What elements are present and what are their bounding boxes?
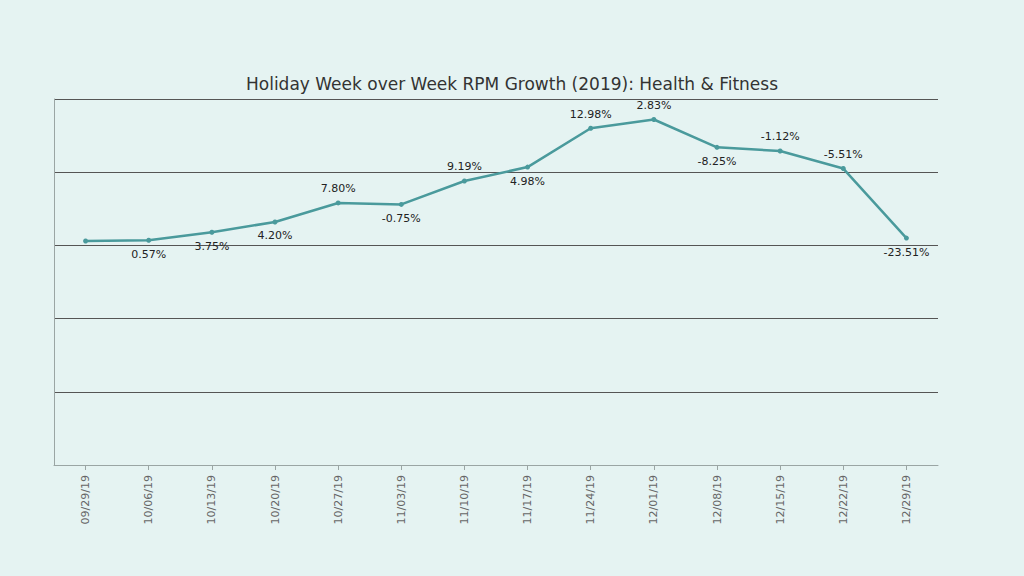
svg-text:4.98%: 4.98% [510, 175, 545, 188]
svg-text:12/01/19: 12/01/19 [647, 475, 660, 524]
svg-text:10/13/19: 10/13/19 [205, 475, 218, 524]
svg-text:-0.75%: -0.75% [382, 212, 421, 225]
svg-text:3.75%: 3.75% [194, 240, 229, 253]
svg-text:11/17/19: 11/17/19 [521, 475, 534, 524]
svg-text:12/29/19: 12/29/19 [900, 475, 913, 524]
svg-text:10/06/19: 10/06/19 [142, 475, 155, 524]
svg-text:11/10/19: 11/10/19 [458, 475, 471, 524]
svg-text:09/29/19: 09/29/19 [79, 475, 92, 524]
svg-text:12/22/19: 12/22/19 [837, 475, 850, 524]
svg-text:12/15/19: 12/15/19 [774, 475, 787, 524]
svg-text:-8.25%: -8.25% [698, 155, 737, 168]
svg-text:2.83%: 2.83% [636, 99, 671, 112]
svg-text:-1.12%: -1.12% [761, 130, 800, 143]
svg-text:Holiday Week over Week RPM Gro: Holiday Week over Week RPM Growth (2019)… [246, 74, 778, 94]
svg-text:12/08/19: 12/08/19 [711, 475, 724, 524]
svg-text:0.57%: 0.57% [131, 248, 166, 261]
svg-text:10/27/19: 10/27/19 [332, 475, 345, 524]
svg-text:11/24/19: 11/24/19 [584, 475, 597, 524]
svg-text:12.98%: 12.98% [570, 108, 612, 121]
svg-text:11/03/19: 11/03/19 [395, 475, 408, 524]
svg-text:-5.51%: -5.51% [824, 148, 863, 161]
svg-text:7.80%: 7.80% [321, 182, 356, 195]
svg-text:9.19%: 9.19% [447, 160, 482, 173]
svg-text:-23.51%: -23.51% [883, 246, 929, 259]
svg-text:4.20%: 4.20% [258, 229, 293, 242]
svg-text:10/20/19: 10/20/19 [269, 475, 282, 524]
